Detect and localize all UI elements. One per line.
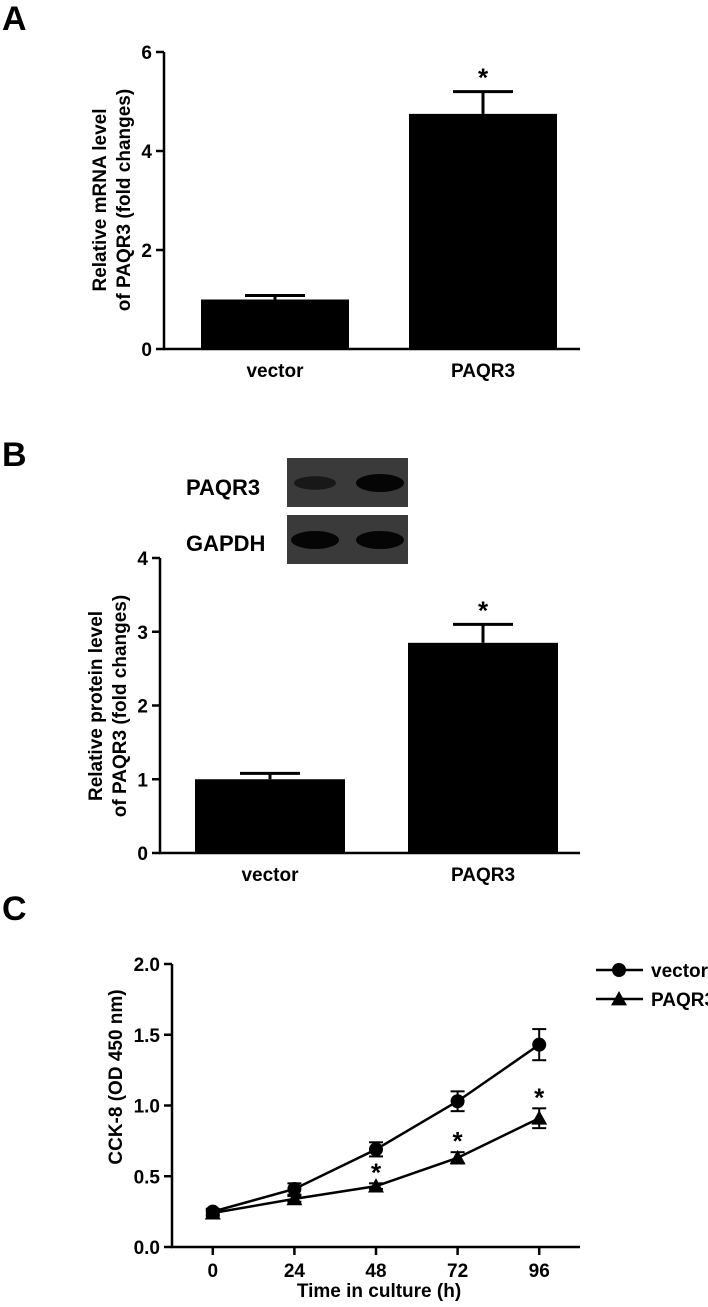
panel-c-legend: vector PAQR3: [596, 961, 708, 1011]
panel-b-xtick-label: PAQR3: [451, 865, 515, 886]
panel-c-xtick-label: 72: [447, 1261, 468, 1282]
panel-c-xtick-label: 0: [208, 1261, 219, 1282]
panel-c-significance-star: *: [534, 1082, 545, 1112]
panel-a-xtick-label: PAQR3: [451, 361, 515, 382]
panel-a-significance-star: *: [478, 63, 489, 93]
panel-c-ylabel: CCK-8 (OD 450 nm): [106, 989, 127, 1164]
panel-a-xtick-label: vector: [246, 361, 304, 382]
panel-b-xtick-label: vector: [241, 865, 299, 886]
panel-b-bar: [195, 779, 345, 853]
blot-band: [294, 476, 336, 490]
panel-a-ylabel-line-2: of PAQR3 (fold changes): [114, 89, 135, 311]
panel-a-bar: [409, 113, 557, 349]
panel-c-data-point: [286, 1190, 303, 1206]
panel-a-ytick-label: 6: [141, 43, 152, 64]
panel-c-ytick-label: 0.5: [134, 1167, 161, 1188]
legend-label: PAQR3: [651, 990, 708, 1011]
blot-row-label: PAQR3: [186, 475, 260, 500]
panel-b-ytick-label: 0: [137, 844, 148, 865]
panel-b-ytick-label: 2: [137, 697, 148, 718]
panel-b-bar: [408, 642, 558, 853]
panel-a-ytick-label: 4: [141, 142, 152, 163]
legend-marker: [611, 991, 627, 1006]
panel-a-ytick-label: 0: [141, 340, 152, 361]
panel-a-ytick-label: 2: [141, 241, 152, 262]
panel-c-xtick-label: 96: [529, 1261, 550, 1282]
panel-c-ytick-label: 1.0: [134, 1097, 160, 1118]
panel-c-data-point: [204, 1205, 221, 1220]
panel-c-xtick-label: 24: [284, 1261, 306, 1282]
panel-b-ytick-label: 1: [137, 770, 148, 791]
panel-c-xtick-label: 48: [365, 1261, 386, 1282]
panel-a: A Relative mRNA level of PAQR3 (fold cha…: [2, 0, 580, 382]
panel-b: B PAQR3 GAPDH Relative protein level of P…: [2, 436, 580, 886]
panel-b-ytick-label: 3: [137, 623, 148, 644]
blot-band: [356, 531, 404, 549]
panel-c-series-paqr3: * * *: [204, 1082, 548, 1220]
panel-b-ylabel-line-2: of PAQR3 (fold changes): [110, 595, 131, 817]
panel-c-data-point: [532, 1037, 547, 1052]
panel-c-data-point: [531, 1110, 548, 1125]
legend-marker: [612, 963, 626, 977]
panel-c-ytick-label: 0.0: [134, 1238, 160, 1259]
panel-c-data-point: [368, 1178, 384, 1193]
panel-b-ytick-label: 4: [137, 549, 148, 570]
blot-row-label: GAPDH: [186, 531, 265, 556]
panel-c-data-point: [369, 1142, 383, 1157]
panel-c-data-point: [450, 1094, 465, 1109]
western-blot: PAQR3 GAPDH: [186, 458, 408, 564]
panel-c-significance-star: *: [453, 1126, 464, 1156]
panel-c-xlabel: Time in culture (h): [297, 1281, 461, 1302]
panel-letter-a: A: [2, 0, 27, 38]
panel-c-ytick-label: 1.5: [134, 1026, 161, 1047]
panel-b-significance-star: *: [478, 595, 489, 625]
panel-c: C CCK-8 (OD 450 nm) Time in culture (h) …: [2, 890, 708, 1302]
panel-a-bar: [201, 299, 349, 349]
panel-a-ylabel-line-1: Relative mRNA level: [90, 108, 111, 291]
blot-band: [356, 474, 404, 492]
legend-label: vector: [651, 961, 708, 982]
panel-c-ytick-label: 2.0: [134, 955, 160, 976]
panel-c-series-vector: [205, 1028, 547, 1219]
panel-c-data-point: [449, 1149, 466, 1165]
panel-letter-c: C: [2, 890, 27, 928]
panel-letter-b: B: [2, 436, 27, 474]
panel-b-ylabel-line-1: Relative protein level: [86, 611, 107, 801]
blot-band: [291, 531, 339, 549]
panel-c-significance-star: *: [371, 1157, 382, 1187]
panel-c-data-point: [287, 1181, 302, 1196]
